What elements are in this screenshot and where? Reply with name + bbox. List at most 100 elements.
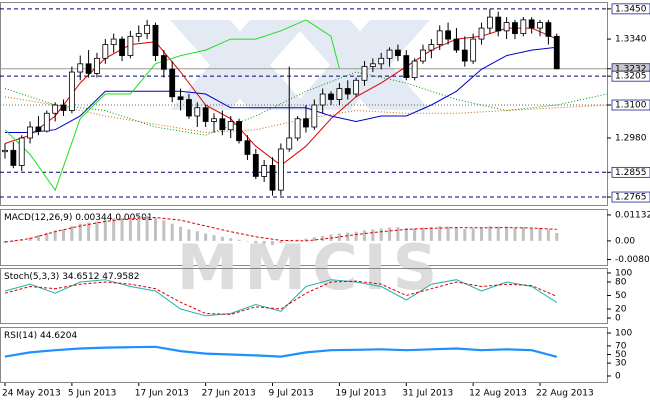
candle-body [420,49,426,62]
indicator-label: Stoch(5,3,3) 34.6512 47.9582 [4,272,140,282]
candle-body [336,88,343,100]
candle-body [269,165,276,191]
candle-body [119,38,125,56]
indicator-value: 0.00501 [115,213,152,223]
candle-body [277,148,284,191]
y-tick-label: 1.2765 [615,193,647,203]
histogram-bar [28,237,32,241]
y-tick-label: 1.3450 [615,4,647,14]
y-tick-label: 100 [615,329,632,339]
indicator-name: MACD(12,26,9) [4,213,72,223]
panel-frame [0,2,608,206]
histogram-bar [262,240,266,244]
histogram-bar [337,233,341,241]
histogram-bar [204,233,208,241]
histogram-bar [396,227,400,241]
candle-body [344,88,351,95]
candle-body [227,121,234,131]
histogram-bar [454,227,458,241]
logo-shapes [170,20,430,110]
x-tick-label: 24 May 2013 [2,389,61,399]
candle-body [319,93,326,106]
y-tick-label: 70 [615,341,627,351]
candle-body [403,55,410,78]
candle-body [470,38,477,62]
candle-body [110,38,117,45]
candle-body [194,107,201,117]
histogram-bar [53,230,57,241]
histogram-bar [446,226,450,241]
histogram-bar [245,240,249,242]
tick-label-box [611,70,650,82]
histogram-bar [321,235,325,241]
candle-body [102,44,109,59]
candle-body [328,93,334,100]
histogram-bar [128,217,132,241]
y-tick-label: 50 [615,350,627,360]
histogram-bar [254,240,258,244]
histogram-bar [45,232,49,241]
tick-label-box [611,191,650,203]
histogram-bar [279,240,283,244]
histogram-bar [404,228,408,241]
histogram-bar [212,235,216,241]
indicator-value: 0.00344 [75,213,112,223]
histogram-bar [362,230,366,241]
x-tick-label: 22 Aug 2013 [536,389,594,399]
candle-body [43,112,50,132]
candle-body [453,38,460,51]
y-tick-label: -0.00809 [615,255,650,265]
candle-body [52,104,59,114]
y-tick-label: 0.00 [615,236,635,246]
candle-body [428,44,435,51]
candle-body [528,19,535,29]
histogram-bar [379,228,383,241]
candle-body [68,71,75,111]
y-tick-label: 1.3232 [615,64,647,74]
histogram-bar [137,216,141,241]
histogram-bar [312,237,316,241]
y-tick-label: 30 [615,359,627,369]
candle-body [127,35,134,56]
indicator-value: 44.6204 [40,331,77,341]
candle-body [445,30,451,40]
y-tick-label: 100 [615,268,632,278]
candle-body [520,19,527,34]
histogram-bar [20,239,24,241]
candle-body [169,68,176,98]
histogram-bar [87,222,91,241]
histogram-bar [496,226,500,241]
x-tick-label: 19 Jul 2013 [335,389,386,399]
y-tick-label: 1.3340 [615,35,647,45]
candle-body [553,35,560,70]
histogram-bar [463,228,467,241]
candle-body [378,57,385,65]
candle-body [503,22,510,32]
candle-body [261,165,268,177]
candle-body [395,49,401,56]
y-tick-label: 1.3100 [615,101,647,111]
histogram-bar [153,217,157,241]
histogram-bar [555,233,559,241]
histogram-bar [70,225,74,241]
candle-body [10,149,17,166]
y-tick-label: 0 [615,314,621,324]
indicator-line [4,71,608,136]
candle-body [545,22,552,37]
logo-stroke [170,20,310,110]
candle-body [461,49,468,62]
candle-body [495,16,502,32]
x-tick-label: 31 Jul 2013 [402,389,453,399]
candle-body [411,60,418,78]
histogram-bar [354,231,358,241]
candle-body [311,104,318,128]
histogram-bar [413,228,417,241]
indicator-line [4,216,557,243]
candle-body [160,55,167,70]
candle-body [18,137,25,166]
candle-body [252,154,259,177]
logo-stroke [170,20,310,110]
candle-body [537,22,543,29]
